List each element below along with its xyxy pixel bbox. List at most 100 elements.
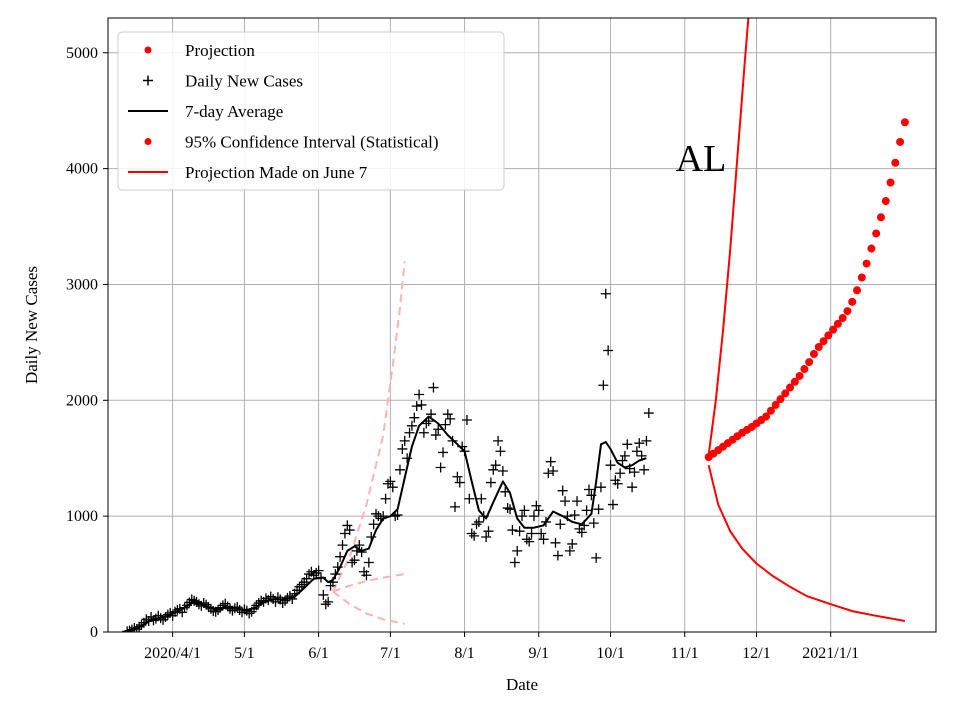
daily-case-point [493,435,504,446]
daily-case-point [538,534,549,545]
x-tick-label: 2020/4/1 [144,645,201,662]
daily-case-point [591,552,602,563]
ci-upper-line [707,18,750,455]
daily-case-point [548,465,559,476]
daily-case-point [505,504,516,515]
y-axis-label: Daily New Cases [22,266,41,384]
daily-case-point [512,545,523,556]
daily-case-point [569,509,580,520]
daily-case-point [588,518,599,529]
daily-case-point [593,504,604,515]
daily-case-point [615,468,626,479]
projection-point [771,400,780,409]
x-tick-label: 10/1 [596,645,624,662]
legend-entry: Projection [144,41,255,60]
projection-point [762,412,771,421]
daily-case-point [368,519,379,530]
x-tick-label: 7/1 [380,645,400,662]
x-tick-label: 2021/1/1 [802,645,859,662]
daily-case-point [495,446,506,457]
daily-case-point [349,555,360,566]
daily-case-point [603,345,614,356]
daily-case-point [533,505,544,516]
legend-label: Projection [185,41,255,60]
legend-label: 95% Confidence Interval (Statistical) [185,133,439,152]
daily-case-point [497,465,508,476]
daily-case-point [560,496,571,507]
daily-case-point [466,528,477,539]
daily-case-point [361,570,372,581]
daily-case-point [445,413,456,424]
daily-case-point [428,382,439,393]
daily-case-point [619,450,630,461]
x-tick-label: 12/1 [742,645,770,662]
daily-case-point [342,520,353,531]
daily-case-point [555,519,566,530]
projection-point [886,178,895,187]
daily-case-point [399,435,410,446]
y-tick-label: 0 [90,624,98,641]
projection-point [838,314,847,323]
state-annotation: AL [676,138,727,180]
x-tick-label: 8/1 [454,645,474,662]
daily-case-point [643,408,654,419]
daily-case-point [294,581,305,592]
projection-point [881,197,890,206]
daily-case-point [301,573,312,584]
x-tick-label: 11/1 [671,645,699,662]
projection-point [833,319,842,328]
daily-case-point [311,567,322,578]
legend-label: Projection Made on June 7 [185,163,368,182]
projection-point [790,377,799,386]
daily-case-point [576,527,587,538]
daily-case-point [567,538,578,549]
daily-case-point [356,547,367,558]
daily-case-point [502,503,513,514]
daily-case-point [507,525,518,536]
legend-dot-marker [144,46,152,54]
plot-frame [107,17,937,633]
y-tick-label: 1000 [66,508,98,525]
daily-case-point [272,592,283,603]
daily-case-point [318,589,329,600]
legend-dot-marker [144,138,152,145]
projection-point [776,395,785,404]
projection-point [766,406,775,415]
projection-point [819,337,828,346]
daily-case-point [564,545,575,556]
daily-case-point [545,456,556,467]
projection-point [891,158,900,167]
daily-case-point [418,427,429,438]
daily-case-point [519,505,530,516]
projection-point [809,349,818,358]
daily-case-point [581,505,592,516]
daily-case-point [531,500,542,511]
daily-case-point [406,420,417,431]
june7-projection-lower [332,590,405,625]
daily-case-point [440,419,451,430]
legend: Projection Daily New Cases 7-day Average 95… [117,31,505,191]
daily-case-point [514,526,525,537]
projection-point [786,383,795,392]
projection-point [900,118,909,127]
daily-case-point [521,534,532,545]
projection-point [805,358,814,367]
daily-case-point [517,511,527,522]
daily-case-point [469,530,480,541]
legend-box [117,31,505,191]
daily-case-point [411,401,422,412]
projection-point [848,297,857,306]
daily-case-point [402,453,413,464]
daily-case-point [313,565,324,576]
daily-case-point [438,447,449,458]
daily-case-point [617,455,628,466]
daily-case-point [430,430,441,441]
daily-case-point [526,528,537,539]
y-tick-label: 3000 [66,276,98,293]
daily-case-point [483,526,494,537]
y-tick-label: 5000 [66,45,98,62]
daily-case-point [416,399,427,410]
daily-case-point [435,462,446,473]
daily-case-point [363,557,374,568]
